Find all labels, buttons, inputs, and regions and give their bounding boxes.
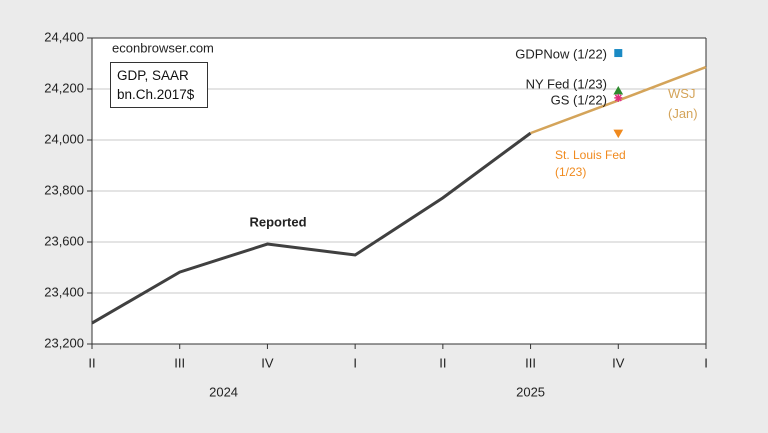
series-label: GDPNow (1/22) [515,46,607,61]
units-line: bn.Ch.2017$ [117,87,195,102]
x-tick-label: II [439,355,446,370]
x-tick-label: I [353,355,357,370]
y-tick-label: 23,600 [44,233,84,248]
series-line [91,131,532,325]
year-label: 2024 [209,384,238,399]
series-label: GS (1/22) [551,92,607,107]
x-tick-label: IV [261,355,274,370]
source-label: econbrowser.com [112,40,214,55]
year-label: 2025 [516,384,545,399]
y-tick-label: 23,800 [44,182,84,197]
x-tick-label: III [525,355,536,370]
series-label: St. Louis Fed (1/23) [555,148,626,179]
units-box: GDP, SAAR bn.Ch.2017$ [110,62,208,108]
point-marker [614,93,623,102]
y-tick-label: 23,400 [44,284,84,299]
y-tick-label: 24,200 [44,80,84,95]
series-label: NY Fed (1/23) [526,76,607,91]
y-tick-label: 24,000 [44,131,84,146]
point-marker [614,49,623,58]
units-line: GDP, SAAR [117,68,189,83]
x-tick-label: IV [612,355,625,370]
series-label: WSJ (Jan) [668,86,698,121]
x-tick-label: II [88,355,95,370]
x-tick-label: III [174,355,185,370]
point-marker [613,129,624,139]
series-label: Reported [249,214,306,229]
y-tick-label: 23,200 [44,335,84,350]
y-tick-label: 24,400 [44,29,84,44]
x-tick-label: I [704,355,708,370]
